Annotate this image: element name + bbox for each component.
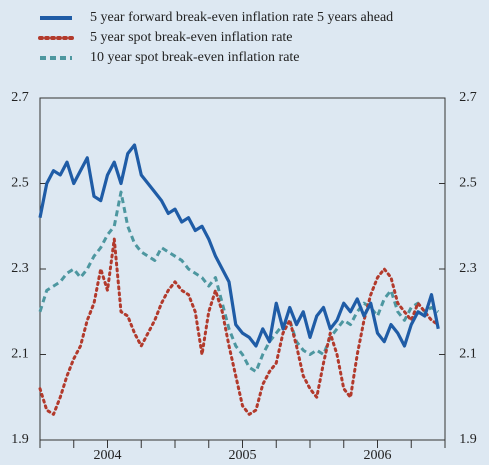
series-line xyxy=(38,237,440,416)
y2-tick-label: 1.9 xyxy=(459,432,477,447)
x-tick-label: 2005 xyxy=(229,448,257,463)
y-tick-label: 2.5 xyxy=(11,176,29,191)
y2-tick-label: 2.5 xyxy=(459,176,477,191)
legend-label: 10 year spot break-even inflation rate xyxy=(90,50,300,65)
series-line xyxy=(38,143,440,348)
y-tick-label: 2.3 xyxy=(11,261,29,276)
y-tick-label: 2.1 xyxy=(11,347,29,362)
x-tick-label: 2004 xyxy=(94,448,122,463)
y-tick-label: 2.7 xyxy=(11,90,29,105)
y2-tick-label: 2.1 xyxy=(459,347,477,362)
y2-tick-label: 2.3 xyxy=(459,261,477,276)
legend-label: 5 year spot break-even inflation rate xyxy=(90,30,293,45)
legend-label: 5 year forward break-even inflation rate… xyxy=(90,10,393,25)
x-tick-label: 2006 xyxy=(364,448,392,463)
y-tick-label: 1.9 xyxy=(11,432,29,447)
y2-tick-label: 2.7 xyxy=(459,90,477,105)
